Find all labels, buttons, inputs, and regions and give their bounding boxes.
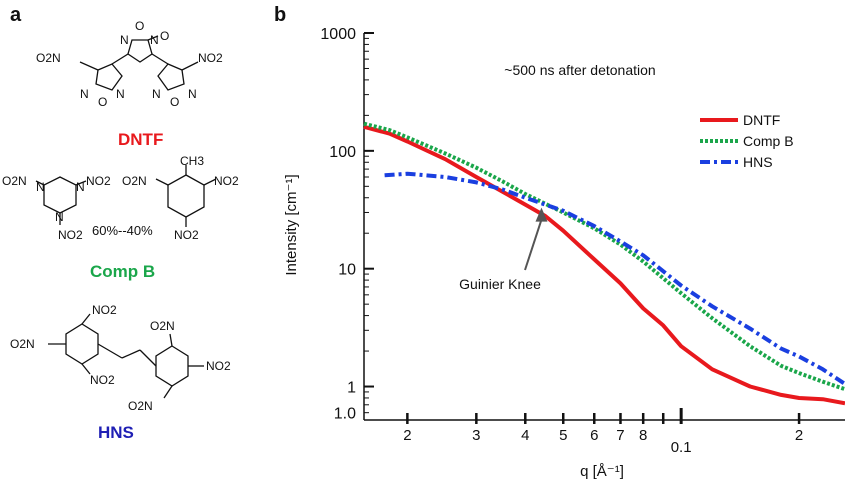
rdx-atom-no2-b: NO2 bbox=[86, 174, 111, 188]
x-tick-label: 4 bbox=[521, 427, 529, 444]
dntf-atom-n-d: N bbox=[188, 87, 197, 101]
dntf-structure: O2N NO2 N O N O N O N N O N bbox=[36, 19, 223, 109]
rdx-atom-n1: N bbox=[36, 180, 45, 194]
x-tick-label: 5 bbox=[559, 427, 567, 444]
hns-atom-o2n-2: O2N bbox=[10, 337, 35, 351]
legend-label-comp-b: Comp B bbox=[743, 133, 794, 149]
y-tick-label: 1000 bbox=[320, 26, 356, 43]
chart-annotation: ~500 ns after detonation bbox=[504, 62, 655, 78]
hns-atom-no2-5: NO2 bbox=[206, 359, 231, 373]
dntf-atom-n-top-left: N bbox=[120, 33, 129, 47]
x-tick-label: 2 bbox=[403, 427, 411, 444]
dntf-atom-o-top: O bbox=[135, 19, 144, 33]
x-tick-label: 2 bbox=[795, 427, 803, 444]
y-tick-label: 100 bbox=[329, 144, 356, 161]
rdx-atom-n3: N bbox=[55, 210, 64, 224]
tnt-atom-no2-bottom: NO2 bbox=[174, 228, 199, 242]
hns-atom-o2n-6: O2N bbox=[128, 399, 153, 413]
legend-label-hns: HNS bbox=[743, 154, 773, 170]
dntf-atom-o-b: O bbox=[170, 95, 179, 109]
hns-atom-o2n-4: O2N bbox=[150, 319, 175, 333]
dntf-atom-o-oxide: O bbox=[160, 29, 169, 43]
panel-label-b: b bbox=[274, 4, 287, 26]
compb-structure: N N N O2N NO2 NO2 60%--40% CH3 O2N NO2 N… bbox=[2, 155, 239, 242]
rdx-atom-n2: N bbox=[76, 180, 85, 194]
dntf-atom-n-top-right: N bbox=[150, 33, 159, 47]
dntf-atom-no2-right: NO2 bbox=[198, 51, 223, 65]
compb-label: Comp B bbox=[90, 262, 156, 281]
guinier-label: Guinier Knee bbox=[459, 276, 541, 292]
tnt-atom-no2-left: O2N bbox=[122, 174, 147, 188]
legend-label-dntf: DNTF bbox=[743, 112, 780, 128]
dntf-atom-n-c: N bbox=[152, 87, 161, 101]
hns-atom-no2-3: NO2 bbox=[90, 373, 115, 387]
dntf-atom-no2-left: O2N bbox=[36, 51, 61, 65]
rdx-atom-no2-c: NO2 bbox=[58, 228, 83, 242]
panel-label-a: a bbox=[10, 4, 22, 26]
dntf-atom-n-b: N bbox=[116, 87, 125, 101]
hns-structure: NO2 O2N NO2 O2N NO2 O2N bbox=[10, 303, 231, 413]
series-line-comp-b bbox=[363, 121, 845, 392]
x-tick-label: 8 bbox=[639, 427, 647, 444]
series-line-hns bbox=[384, 171, 845, 386]
dntf-atom-n-a: N bbox=[80, 87, 89, 101]
y-axis-label: Intensity [cm⁻¹] bbox=[283, 174, 300, 275]
hns-label: HNS bbox=[98, 423, 134, 442]
dntf-atom-o-a: O bbox=[98, 95, 107, 109]
compb-ratio: 60%--40% bbox=[92, 223, 153, 238]
series-line-dntf bbox=[363, 124, 845, 406]
x-tick-label: 6 bbox=[590, 427, 598, 444]
y-tick-label: 10 bbox=[338, 262, 356, 279]
guinier-arrow bbox=[524, 219, 543, 271]
tnt-atom-no2-right: NO2 bbox=[214, 174, 239, 188]
molecule-panel: O2N NO2 N O N O N O N N O N DNTF N N N O… bbox=[0, 0, 290, 492]
x-tick-label: 7 bbox=[616, 427, 624, 444]
x-axis-label: q [Å⁻¹] bbox=[580, 463, 624, 480]
guinier-arrowhead bbox=[535, 207, 548, 222]
dntf-label: DNTF bbox=[118, 130, 164, 149]
hns-atom-no2-1: NO2 bbox=[92, 303, 117, 317]
y-tick-label: 1 bbox=[347, 380, 356, 397]
x-tick-label: 3 bbox=[472, 427, 480, 444]
y-tick-label: 1.0 bbox=[334, 406, 356, 423]
x-tick-label: 0.1 bbox=[671, 439, 692, 456]
rdx-atom-no2-a: O2N bbox=[2, 174, 27, 188]
tnt-atom-ch3: CH3 bbox=[180, 155, 204, 168]
